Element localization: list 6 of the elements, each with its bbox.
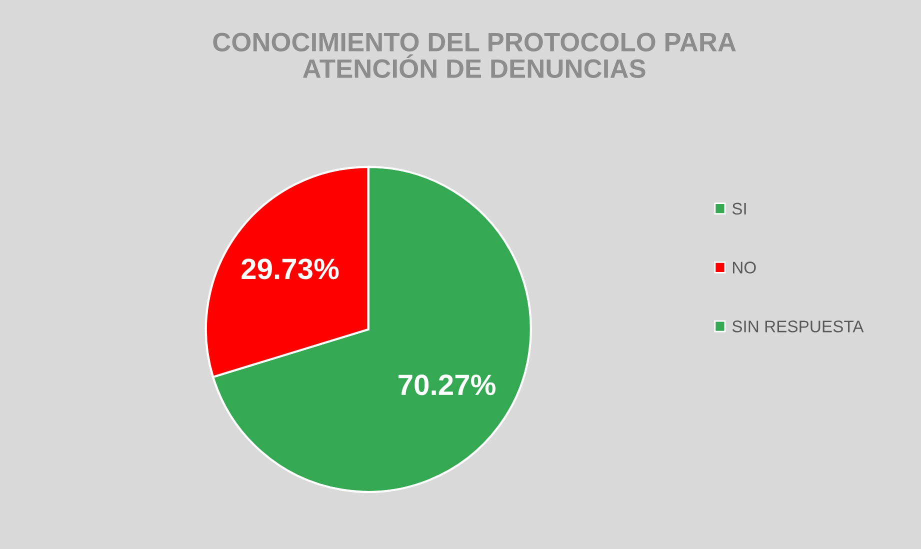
legend-label: SI: [732, 202, 746, 215]
data-label: 29.73%: [242, 258, 339, 280]
legend-label: NO: [732, 262, 756, 274]
chart-title: CONOCIMIENTO DEL PROTOCOLO PARA ATENCIÓN DE DENUNCIAS: [213, 32, 736, 78]
data-label: 70.27%: [398, 374, 496, 396]
legend-label: SIN RESPUESTA: [732, 320, 864, 332]
